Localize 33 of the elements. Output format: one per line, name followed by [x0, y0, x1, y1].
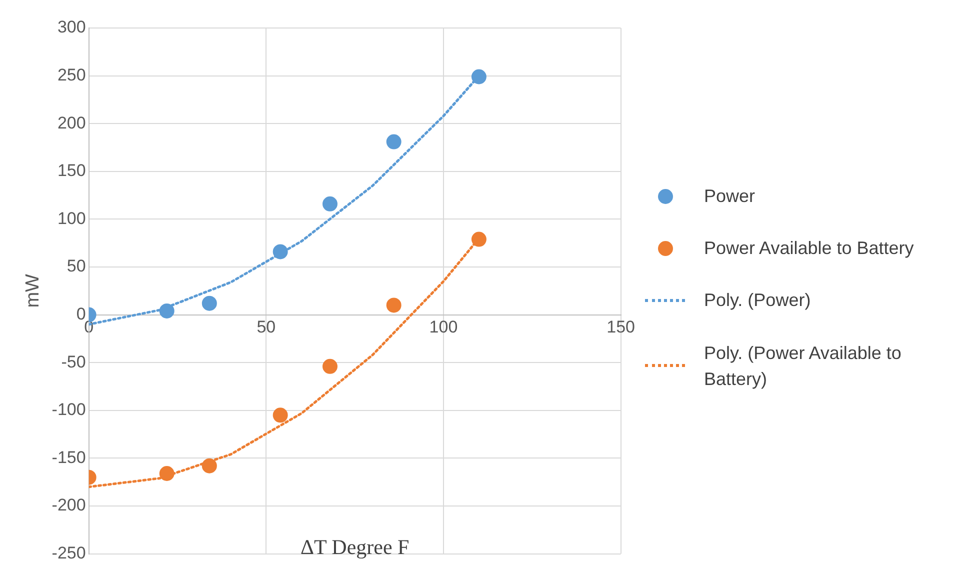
point: [159, 303, 174, 318]
y-tick-label: -250: [52, 543, 86, 562]
y-tick-label: 250: [57, 65, 86, 84]
point: [202, 458, 217, 474]
x-tick-label: 150: [606, 318, 636, 337]
x-axis-title: ΔT Degree F: [300, 535, 410, 560]
point: [272, 244, 288, 260]
point: [159, 466, 174, 481]
point: [322, 358, 338, 374]
point: [471, 69, 486, 84]
point: [471, 232, 486, 247]
y-tick-label: 50: [66, 256, 86, 276]
y-tick-label: -100: [52, 400, 86, 420]
y-axis-title: mW: [22, 274, 44, 308]
point: [386, 298, 402, 313]
y-tick-label: -50: [61, 352, 86, 372]
point: [202, 296, 217, 311]
x-tick-label: 100: [429, 318, 458, 337]
x-tick-label: 50: [256, 318, 276, 337]
legend-label: Poly. (Power Available to Battery): [704, 342, 902, 391]
y-tick-label: 200: [57, 113, 86, 132]
y-tick-label: -200: [52, 496, 86, 515]
y-tick-label: 0: [76, 304, 86, 324]
y-tick-label: -150: [52, 448, 86, 467]
y-tick-label: 150: [57, 161, 86, 180]
y-tick-label: 100: [57, 208, 86, 228]
y-tick-label: 300: [57, 18, 86, 37]
legend-label: Poly. (Power): [704, 289, 811, 312]
point: [386, 134, 402, 150]
legend-label: Power: [704, 185, 756, 208]
legend-label: Power Available to Battery: [704, 237, 914, 260]
point: [272, 408, 288, 423]
point: [322, 196, 338, 212]
